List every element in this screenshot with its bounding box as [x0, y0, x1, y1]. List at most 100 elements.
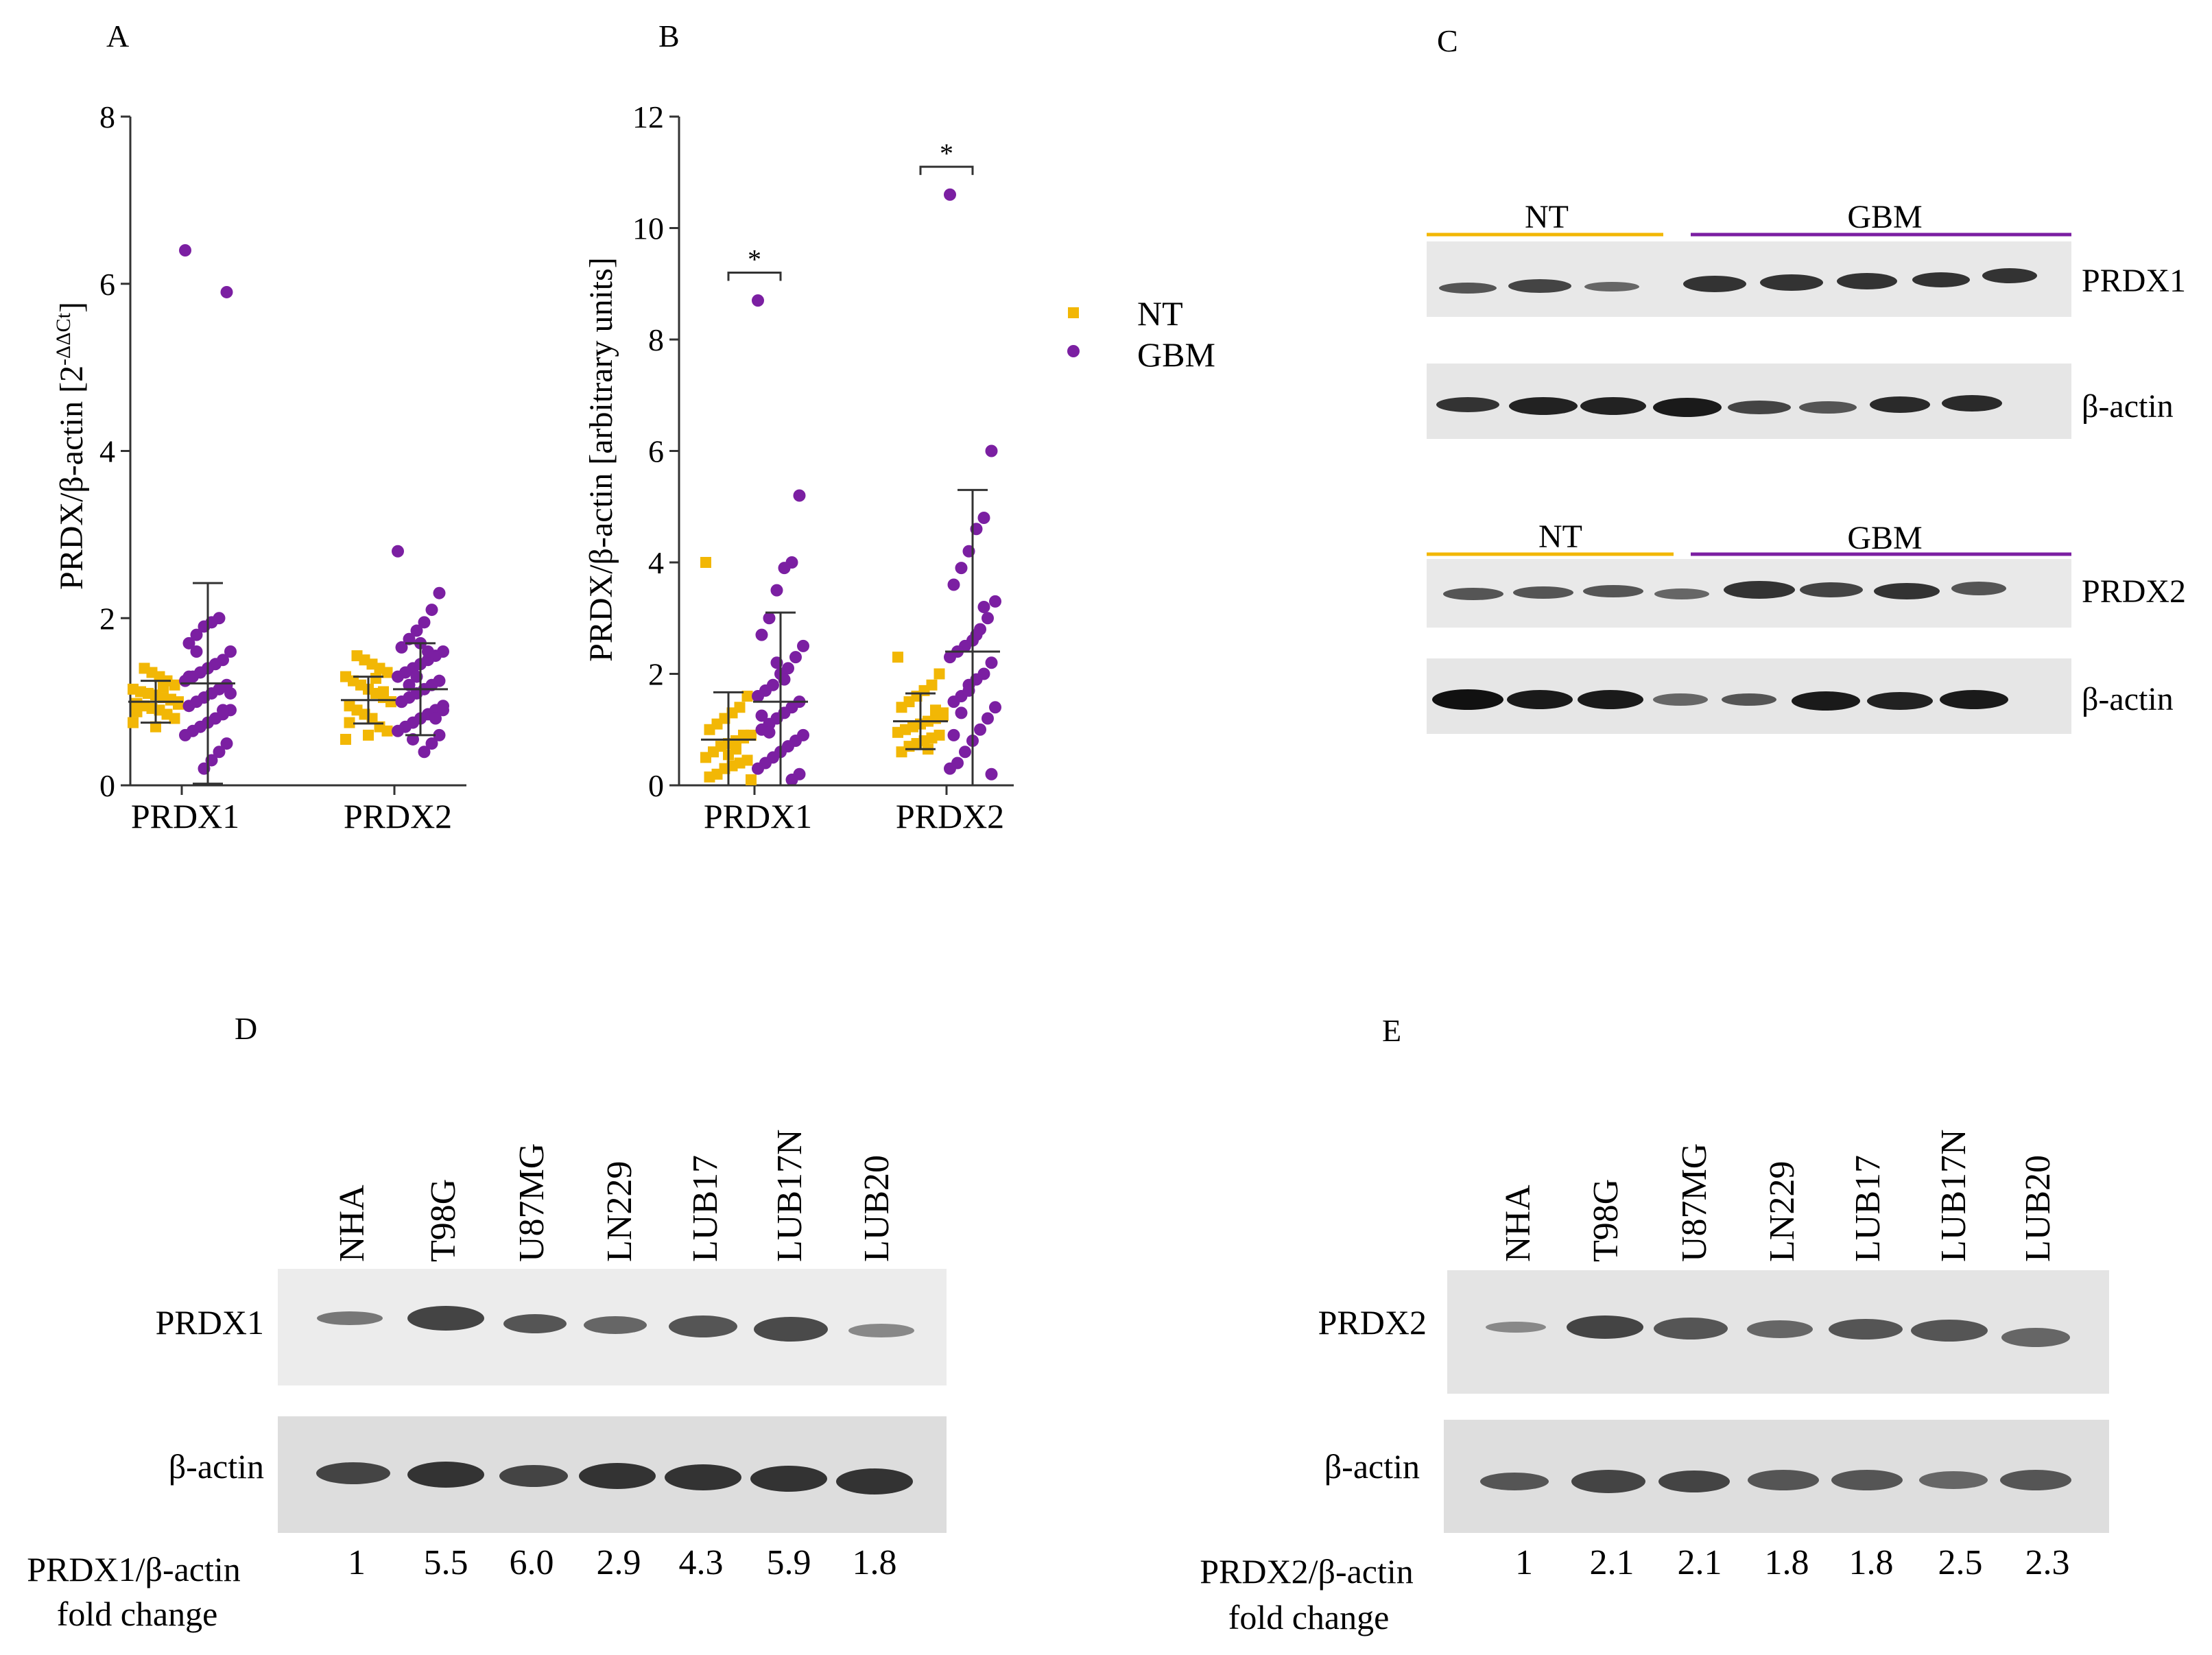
data-point-gbm [797, 639, 809, 652]
y-tick-label: 4 [648, 545, 664, 580]
data-point-nt [340, 671, 351, 682]
data-point-gbm [392, 545, 404, 558]
y-tick-label: 8 [99, 99, 115, 134]
fold-value: 5.9 [767, 1543, 811, 1582]
data-point-gbm [947, 578, 960, 591]
data-point-gbm [947, 728, 960, 741]
data-point-nt [892, 652, 903, 663]
significance-star: * [940, 138, 953, 169]
significance-bracket [727, 272, 782, 281]
y-tick-label: 12 [632, 99, 664, 134]
panel-c-label: C [1437, 23, 1458, 58]
data-point-gbm [982, 712, 994, 725]
lane-label: U87MG [1675, 1143, 1714, 1262]
blot-e-actin-bands [1480, 1470, 2071, 1493]
data-point-gbm [752, 690, 764, 702]
data-point-gbm [785, 773, 798, 786]
lane-label: NHA [1499, 1184, 1538, 1262]
data-point-nt [370, 673, 381, 684]
panel-e: NHA T98G U87MG LN229 LUB17 LUB17N LUB20 … [1200, 1129, 2109, 1636]
lane-labels-e: NHA T98G U87MG LN229 LUB17 LUB17N LUB20 [1499, 1129, 2058, 1262]
lane-label: LN229 [1763, 1161, 1802, 1262]
data-point-gbm [179, 244, 191, 257]
fold-value: 4.3 [679, 1543, 724, 1582]
data-point-gbm [395, 695, 408, 709]
fold-label-e-2: fold change [1228, 1598, 1390, 1636]
data-point-gbm [425, 737, 438, 750]
y-tick-label: 6 [99, 267, 115, 302]
blot-e-prdx2-bands [1486, 1315, 2070, 1347]
data-point-nt [344, 717, 355, 728]
lane-label: T98G [424, 1179, 463, 1262]
data-point-gbm [190, 645, 203, 658]
data-point-nt [128, 683, 139, 695]
data-point-gbm [179, 728, 191, 741]
nt-group-label-1: NT [1525, 199, 1569, 235]
legend-nt-label: NT [1137, 294, 1183, 333]
fold-values-e: 1 2.1 2.1 1.8 1.8 2.5 2.3 [1515, 1543, 2070, 1582]
data-point-gbm [182, 700, 195, 713]
data-point-gbm [433, 586, 446, 599]
data-point-gbm [763, 726, 776, 739]
data-point-nt [378, 686, 389, 698]
blot-e-label-2: β-actin [1324, 1447, 1420, 1486]
data-point-nt [139, 663, 150, 674]
y-tick-label: 6 [648, 434, 664, 469]
data-point-gbm [395, 641, 408, 654]
data-point-nt [344, 700, 355, 712]
data-point-gbm [959, 746, 971, 759]
blot-c-prdx1 [1427, 241, 2071, 317]
data-point-gbm [403, 632, 416, 645]
chart-b: PRDX/β-actin [arbitrary units] 0 2 4 6 8 10 12… [583, 99, 1014, 835]
data-point-gbm [182, 670, 195, 683]
blot-d-actin-bands [316, 1462, 913, 1495]
data-point-nt [363, 729, 374, 741]
y-tick-label: 8 [648, 322, 664, 357]
legend: NT GBM [1067, 294, 1215, 374]
lane-label: T98G [1586, 1179, 1626, 1262]
chart-a-ylabel: PRDX/β-actin [2-ΔΔCt] [52, 302, 90, 590]
lane-label: LUB17 [1848, 1155, 1888, 1262]
x-tick-label: PRDX2 [896, 797, 1004, 835]
gbm-group-label-2: GBM [1847, 520, 1922, 556]
significance-bracket [919, 165, 974, 176]
data-point-gbm [224, 645, 237, 658]
fold-value: 2.3 [2025, 1543, 2070, 1582]
panel-a-label: A [106, 19, 129, 53]
data-point-gbm [752, 294, 764, 307]
data-point-gbm [220, 737, 233, 750]
data-point-nt [704, 771, 715, 783]
fold-label-e-1: PRDX2/β-actin [1200, 1552, 1414, 1591]
fold-label-d-1: PRDX1/β-actin [27, 1550, 241, 1588]
data-point-gbm [955, 706, 968, 719]
lane-label: LUB17 [686, 1155, 725, 1262]
blot-c-actin-1-bands [1436, 395, 2002, 417]
panel-d-label: D [235, 1011, 257, 1046]
blot-c-actin-2-bands [1432, 689, 2008, 711]
data-point-gbm [220, 285, 233, 298]
x-tick-label: PRDX1 [704, 797, 812, 835]
chart-a: PRDX/β-actin [2-ΔΔCt] 0 2 4 6 8 PRDX1 PRDX2 [52, 99, 466, 835]
lane-labels-d: NHA T98G U87MG LN229 LUB17 LUB17N LUB20 [333, 1129, 896, 1262]
fold-value: 2.9 [597, 1543, 641, 1582]
data-point-nt [351, 650, 363, 662]
data-point-gbm [770, 584, 783, 597]
blot-c-label-4: β-actin [2082, 681, 2174, 717]
data-point-nt [158, 681, 169, 693]
x-tick-label: PRDX2 [344, 797, 452, 835]
significance-star: * [748, 244, 761, 275]
fold-value: 1 [348, 1543, 366, 1582]
data-point-nt [700, 752, 711, 763]
fold-value: 2.1 [1678, 1543, 1722, 1582]
legend-gbm-label: GBM [1137, 335, 1215, 374]
data-point-gbm [418, 746, 431, 759]
data-point-nt [738, 729, 749, 741]
data-point-gbm [755, 628, 768, 641]
fold-value: 2.1 [1590, 1543, 1634, 1582]
data-point-gbm [217, 704, 229, 717]
data-point-nt [165, 693, 176, 705]
data-point-gbm [429, 712, 442, 725]
data-point-gbm [977, 512, 990, 524]
data-point-gbm [190, 628, 203, 641]
data-point-gbm [425, 604, 438, 617]
